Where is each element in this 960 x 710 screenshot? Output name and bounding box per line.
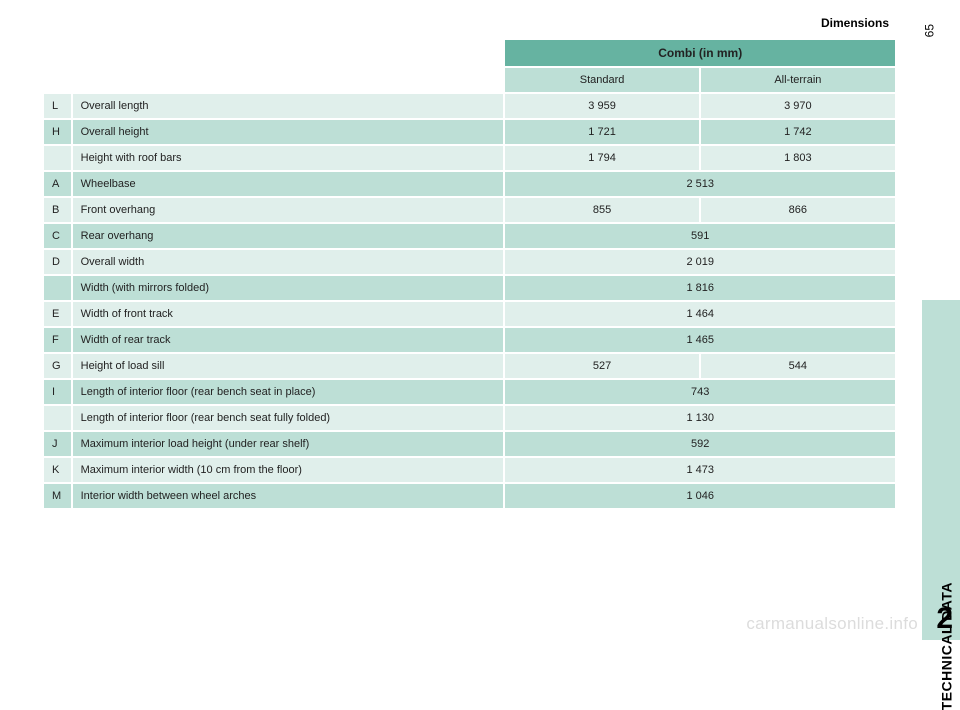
table-title-row: Combi (in mm) xyxy=(44,40,895,67)
row-desc: Maximum interior width (10 cm from the f… xyxy=(72,457,505,483)
row-value-std: 1 794 xyxy=(504,145,699,171)
row-desc: Height with roof bars xyxy=(72,145,505,171)
row-value-std: 855 xyxy=(504,197,699,223)
page-number: 65 xyxy=(922,24,936,37)
table-row: AWheelbase2 513 xyxy=(44,171,895,197)
table-row: ILength of interior floor (rear bench se… xyxy=(44,379,895,405)
subheader-standard: Standard xyxy=(504,67,699,93)
table-row: KMaximum interior width (10 cm from the … xyxy=(44,457,895,483)
header-row: Dimensions xyxy=(44,16,895,30)
table-row: Length of interior floor (rear bench sea… xyxy=(44,405,895,431)
row-value: 743 xyxy=(504,379,895,405)
row-code: F xyxy=(44,327,72,353)
page-content: Dimensions Combi (in mm) Standard All-te… xyxy=(0,0,895,640)
table-row: HOverall height1 7211 742 xyxy=(44,119,895,145)
table-row: DOverall width2 019 xyxy=(44,249,895,275)
row-code: D xyxy=(44,249,72,275)
row-code: A xyxy=(44,171,72,197)
table-row: LOverall length3 9593 970 xyxy=(44,93,895,119)
row-desc: Maximum interior load height (under rear… xyxy=(72,431,505,457)
row-code: M xyxy=(44,483,72,509)
row-value-std: 3 959 xyxy=(504,93,699,119)
table-row: JMaximum interior load height (under rea… xyxy=(44,431,895,457)
row-value-at: 1 803 xyxy=(700,145,895,171)
row-value-at: 1 742 xyxy=(700,119,895,145)
row-code: G xyxy=(44,353,72,379)
section-number: 2 xyxy=(936,602,953,636)
row-desc: Height of load sill xyxy=(72,353,505,379)
row-code: L xyxy=(44,93,72,119)
table-row: Width (with mirrors folded)1 816 xyxy=(44,275,895,301)
blank-cell xyxy=(72,40,505,67)
row-value: 591 xyxy=(504,223,895,249)
row-desc: Front overhang xyxy=(72,197,505,223)
row-code: E xyxy=(44,301,72,327)
table-row: Height with roof bars1 7941 803 xyxy=(44,145,895,171)
row-desc: Interior width between wheel arches xyxy=(72,483,505,509)
row-value-std: 1 721 xyxy=(504,119,699,145)
row-code xyxy=(44,275,72,301)
row-code: B xyxy=(44,197,72,223)
row-value: 1 130 xyxy=(504,405,895,431)
dimensions-table: Combi (in mm) Standard All-terrain LOver… xyxy=(44,40,895,510)
blank-cell xyxy=(72,67,505,93)
row-value-at: 3 970 xyxy=(700,93,895,119)
table-main-header: Combi (in mm) xyxy=(504,40,895,67)
row-value: 1 465 xyxy=(504,327,895,353)
row-code: J xyxy=(44,431,72,457)
watermark: carmanualsonline.info xyxy=(746,614,918,634)
table-row: GHeight of load sill527544 xyxy=(44,353,895,379)
row-value-at: 544 xyxy=(700,353,895,379)
table-subheader-row: Standard All-terrain xyxy=(44,67,895,93)
row-desc: Rear overhang xyxy=(72,223,505,249)
row-value: 592 xyxy=(504,431,895,457)
row-value: 1 816 xyxy=(504,275,895,301)
row-desc: Overall length xyxy=(72,93,505,119)
row-desc: Wheelbase xyxy=(72,171,505,197)
row-desc: Length of interior floor (rear bench sea… xyxy=(72,379,505,405)
row-desc: Overall height xyxy=(72,119,505,145)
row-code: I xyxy=(44,379,72,405)
table-row: CRear overhang591 xyxy=(44,223,895,249)
row-value: 1 473 xyxy=(504,457,895,483)
row-code xyxy=(44,405,72,431)
row-value: 2 019 xyxy=(504,249,895,275)
blank-cell xyxy=(44,40,72,67)
row-code: K xyxy=(44,457,72,483)
row-value-std: 527 xyxy=(504,353,699,379)
row-desc: Width (with mirrors folded) xyxy=(72,275,505,301)
row-desc: Width of rear track xyxy=(72,327,505,353)
row-code: C xyxy=(44,223,72,249)
table-row: FWidth of rear track1 465 xyxy=(44,327,895,353)
row-value: 1 464 xyxy=(504,301,895,327)
row-desc: Length of interior floor (rear bench sea… xyxy=(72,405,505,431)
row-desc: Overall width xyxy=(72,249,505,275)
table-row: MInterior width between wheel arches1 04… xyxy=(44,483,895,509)
table-body: LOverall length3 9593 970HOverall height… xyxy=(44,93,895,509)
row-value-at: 866 xyxy=(700,197,895,223)
subheader-allterrain: All-terrain xyxy=(700,67,895,93)
blank-cell xyxy=(44,67,72,93)
table-row: EWidth of front track1 464 xyxy=(44,301,895,327)
row-desc: Width of front track xyxy=(72,301,505,327)
page-title: Dimensions xyxy=(821,16,889,30)
table-row: BFront overhang855866 xyxy=(44,197,895,223)
row-code: H xyxy=(44,119,72,145)
row-value: 2 513 xyxy=(504,171,895,197)
row-value: 1 046 xyxy=(504,483,895,509)
row-code xyxy=(44,145,72,171)
